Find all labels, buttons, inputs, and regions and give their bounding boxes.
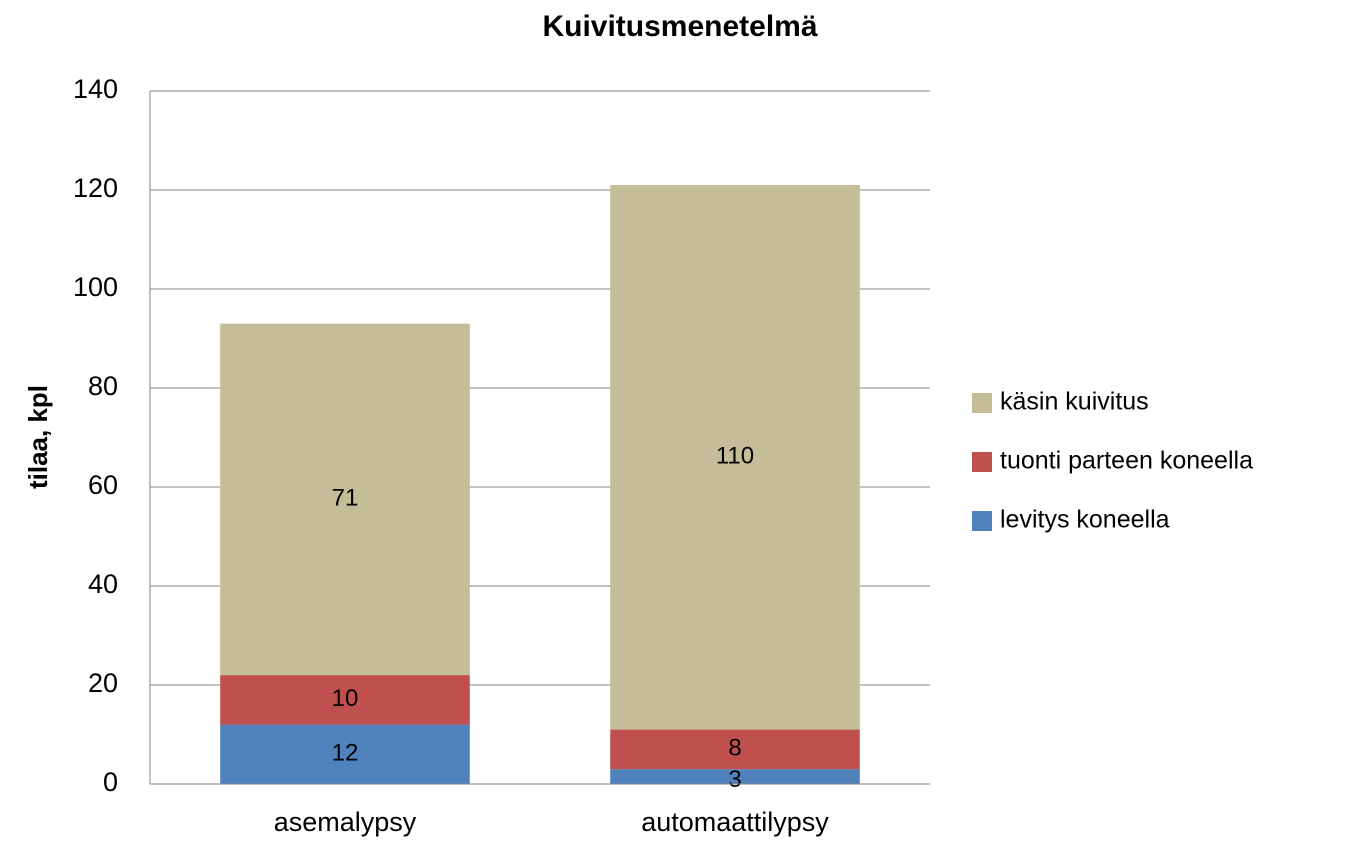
legend-swatch <box>972 452 992 472</box>
chart-title: Kuivitusmenetelmä <box>542 10 817 43</box>
bar-segment <box>610 185 860 730</box>
value-label: 8 <box>728 735 741 762</box>
y-tick-label: 20 <box>88 668 118 698</box>
bar-segment <box>220 323 470 676</box>
value-label: 12 <box>332 740 359 767</box>
legend-label: levitys koneella <box>1000 506 1170 534</box>
value-label: 10 <box>332 685 359 712</box>
bar-segment <box>610 729 860 770</box>
y-tick-label: 120 <box>73 173 118 203</box>
bar-segment <box>610 769 860 784</box>
y-tick-label: 0 <box>103 767 118 797</box>
x-tick-label: automaattilypsy <box>641 807 829 837</box>
y-tick-label: 40 <box>88 569 118 599</box>
legend-label: käsin kuivitus <box>1000 388 1149 416</box>
y-tick-label: 100 <box>73 272 118 302</box>
value-label: 3 <box>728 766 741 793</box>
y-axis-label: tilaa, kpl <box>23 385 53 489</box>
legend-swatch <box>972 511 992 531</box>
legend-label: tuonti parteen koneella <box>1000 447 1253 475</box>
legend-swatch <box>972 393 992 413</box>
bar-segment <box>220 724 470 784</box>
y-tick-label: 140 <box>73 74 118 104</box>
bar-segment <box>220 675 470 725</box>
value-label: 110 <box>716 443 754 470</box>
value-label: 71 <box>332 485 359 512</box>
x-tick-label: asemalypsy <box>274 807 417 837</box>
y-tick-label: 80 <box>88 371 118 401</box>
y-tick-label: 60 <box>88 470 118 500</box>
